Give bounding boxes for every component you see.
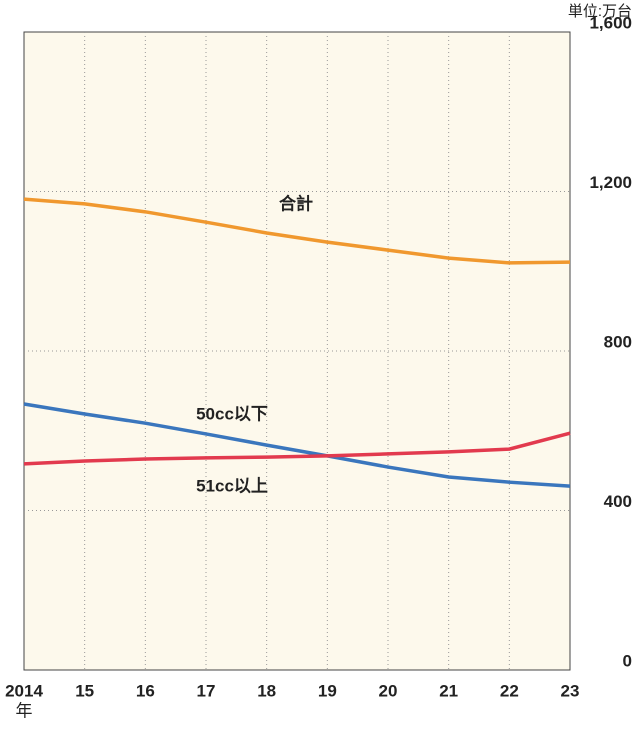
x-tick-label: 20 [379, 681, 398, 700]
x-tick-label: 16 [136, 681, 155, 700]
x-tick-label: 19 [318, 681, 337, 700]
x-tick-label: 23 [561, 681, 580, 700]
x-tick-label: 17 [197, 681, 216, 700]
y-tick-label: 1,600 [589, 13, 632, 32]
series-line [23, 197, 571, 265]
series-label: 合計 [279, 193, 313, 213]
x-tick-label: 21 [439, 681, 458, 700]
x-tick-label: 15 [75, 681, 94, 700]
y-tick-label: 400 [604, 492, 632, 511]
series-line [23, 402, 571, 488]
series-label: 51cc以上 [196, 476, 268, 495]
y-tick-label: 800 [604, 332, 632, 351]
x-unit: 年 [16, 701, 33, 720]
x-tick-label: 2014 [5, 681, 43, 700]
y-tick-label: 1,200 [589, 173, 632, 192]
y-tick-label: 0 [623, 651, 632, 670]
series-line [23, 431, 571, 466]
unit-label: 単位:万台 [568, 3, 632, 20]
x-tick-label: 18 [257, 681, 276, 700]
x-tick-label: 22 [500, 681, 519, 700]
series-label: 50cc以下 [196, 404, 268, 423]
